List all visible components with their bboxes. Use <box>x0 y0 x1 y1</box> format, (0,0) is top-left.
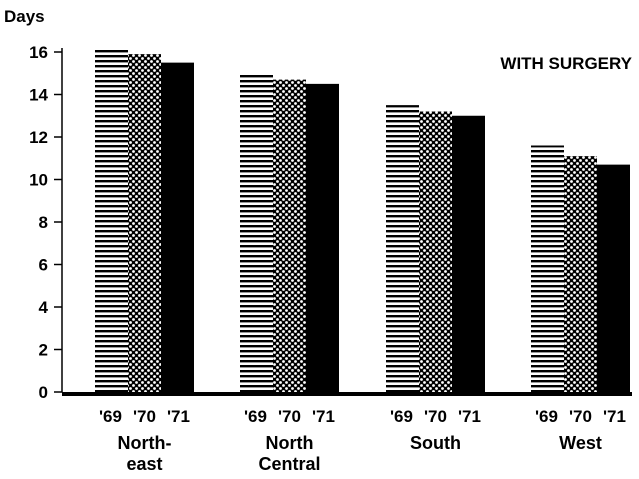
x-tick-label-year: '71 <box>458 407 481 426</box>
y-tick-label: 0 <box>39 383 48 402</box>
bars <box>95 47 630 392</box>
x-tick-label-year: '69 <box>244 407 267 426</box>
y-tick-label: 6 <box>39 256 48 275</box>
x-tick-label-year: '70 <box>569 407 592 426</box>
x-category-label: North- <box>118 433 172 453</box>
x-tick-label-year: '69 <box>535 407 558 426</box>
y-axis-label: Days <box>4 7 45 26</box>
bar-2-70 <box>273 79 306 392</box>
bar-4-70 <box>564 156 597 392</box>
x-category-label: east <box>126 454 162 474</box>
bar-4-69 <box>531 145 564 392</box>
x-tick-label-year: '70 <box>278 407 301 426</box>
y-tick-label: 2 <box>39 341 48 360</box>
bar-3-69 <box>386 105 419 392</box>
bar-4-71 <box>597 164 630 392</box>
y-tick-label: 12 <box>29 128 48 147</box>
x-tick-label-year: '70 <box>424 407 447 426</box>
y-tick-label: 14 <box>29 86 48 105</box>
y-tick-label: 8 <box>39 213 48 232</box>
y-tick-label: 10 <box>29 171 48 190</box>
bar-3-70 <box>419 111 452 392</box>
bar-1-70 <box>128 54 161 392</box>
y-tick-label: 4 <box>39 298 49 317</box>
x-category-label: North <box>266 433 314 453</box>
x-tick-label-year: '71 <box>167 407 190 426</box>
x-tick-label-year: '71 <box>603 407 626 426</box>
bar-3-71 <box>452 115 485 392</box>
chart-annotation: WITH SURGERY <box>500 54 632 73</box>
bar-1-69 <box>95 47 128 392</box>
x-category-label: Central <box>258 454 320 474</box>
x-tick-label-year: '69 <box>390 407 413 426</box>
x-tick-label-year: '71 <box>312 407 335 426</box>
x-tick-label-year: '69 <box>99 407 122 426</box>
bar-2-69 <box>240 73 273 392</box>
bar-1-71 <box>161 62 194 392</box>
x-category-label: West <box>559 433 602 453</box>
x-category-label: South <box>410 433 461 453</box>
bar-2-71 <box>306 83 339 392</box>
y-tick-label: 16 <box>29 43 48 62</box>
x-axis-labels: '69 '70 '71 North-east '69 '70 '71 NorthCentral… <box>99 407 626 474</box>
x-tick-label-year: '70 <box>133 407 156 426</box>
y-axis: 0 2 4 6 8 10 12 14 16 <box>29 43 63 402</box>
